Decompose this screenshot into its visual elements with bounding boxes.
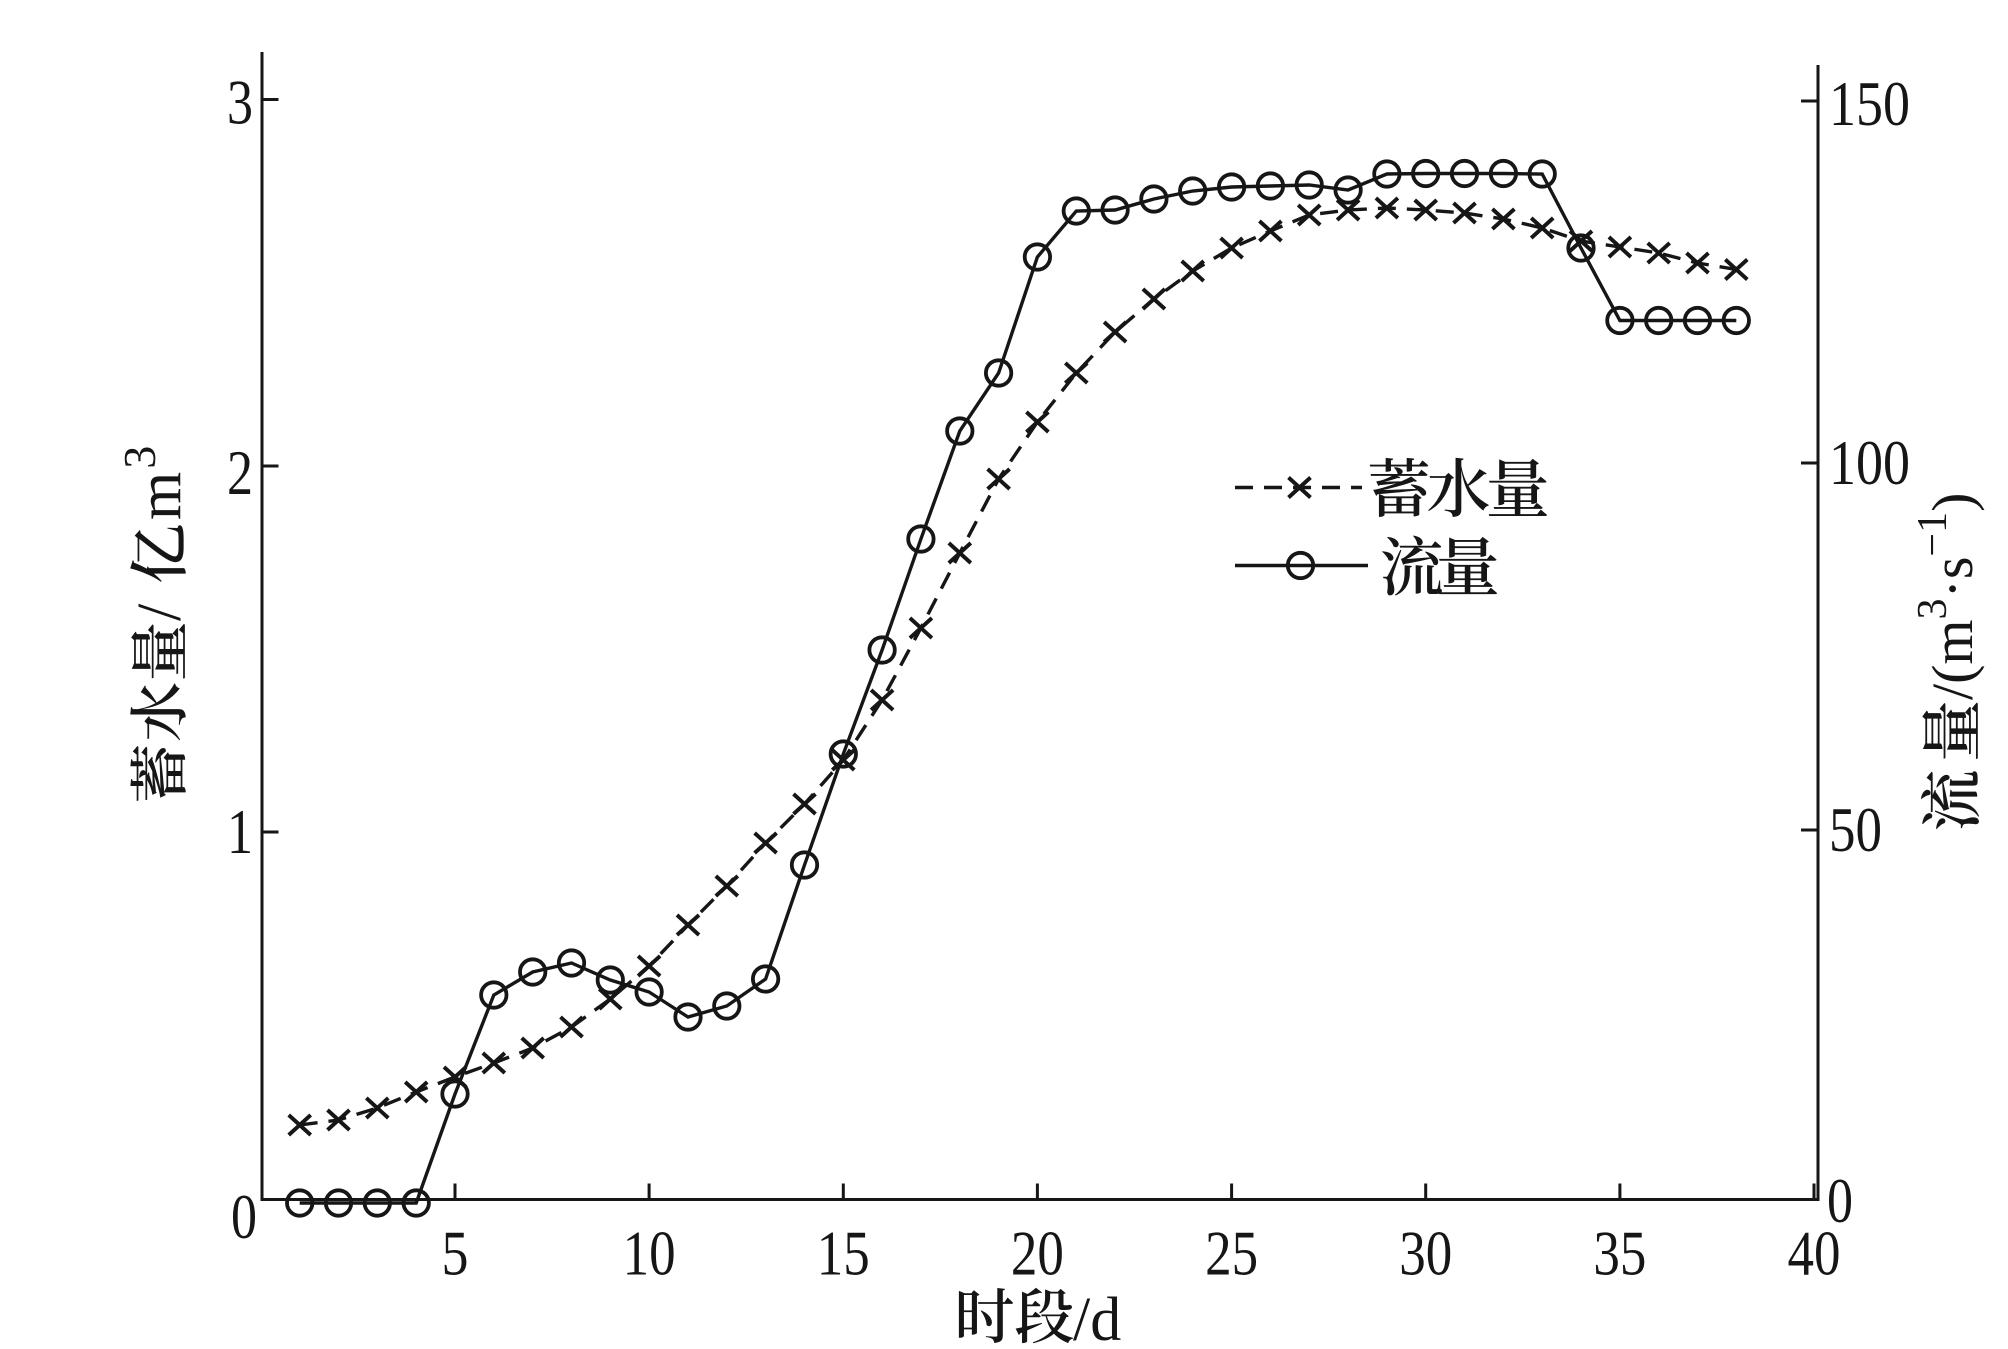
svg-text:100: 100 [1829,427,1910,498]
svg-text:20: 20 [1011,1218,1064,1289]
svg-text:3: 3 [227,66,253,137]
svg-text:/d: /d [1073,1286,1121,1349]
svg-text:50: 50 [1829,794,1882,865]
svg-text:150: 150 [1829,68,1910,139]
svg-text:15: 15 [817,1218,870,1289]
svg-text:40: 40 [1788,1218,1841,1289]
svg-text:0: 0 [1827,1165,1853,1236]
svg-text:0: 0 [231,1181,257,1252]
svg-text:10: 10 [623,1218,676,1289]
svg-text:1: 1 [227,796,253,867]
svg-text:5: 5 [442,1218,469,1289]
svg-text:25: 25 [1205,1218,1258,1289]
svg-text:/: / [126,603,194,621]
svg-text:30: 30 [1399,1218,1452,1289]
svg-text:35: 35 [1593,1218,1646,1289]
svg-text:2: 2 [227,437,253,508]
